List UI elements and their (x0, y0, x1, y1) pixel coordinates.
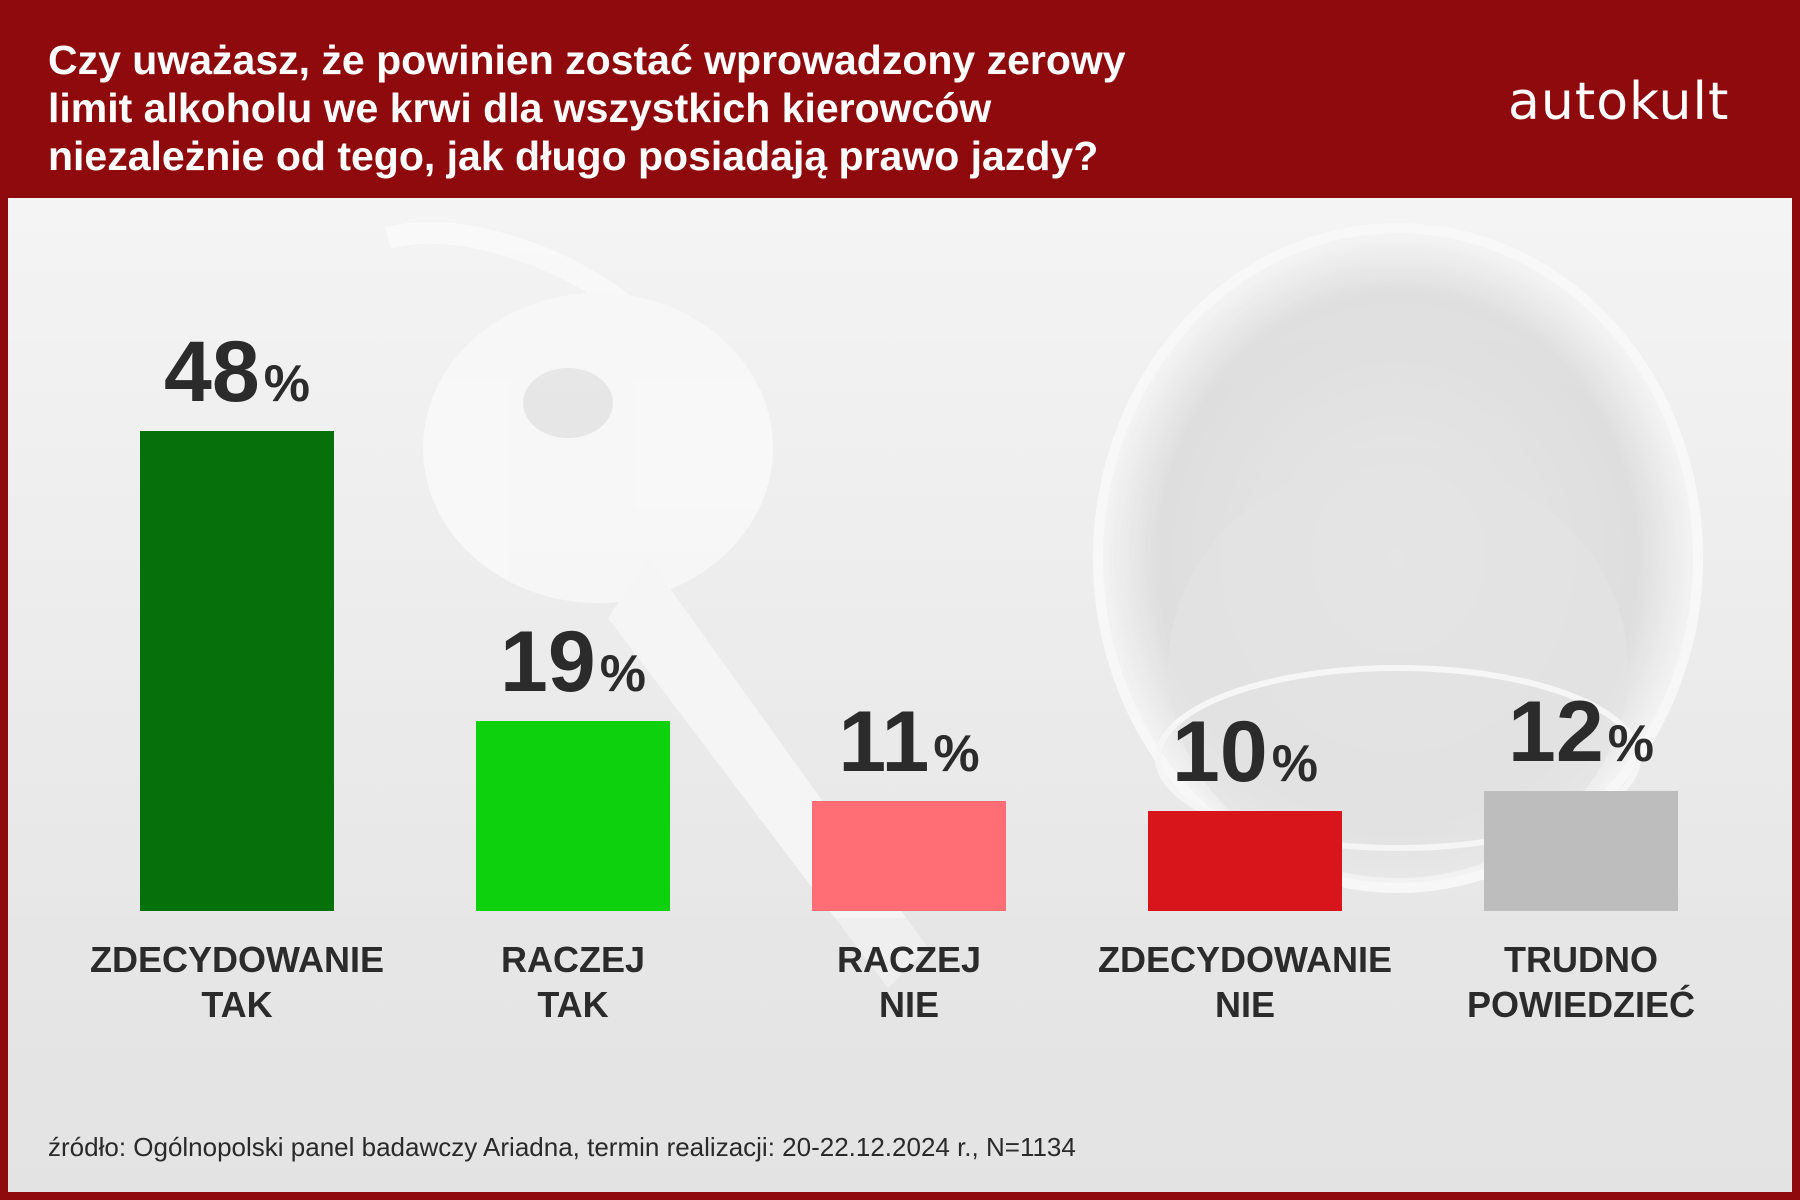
bar-2 (476, 721, 670, 911)
category-line-4-1: ZDECYDOWANIE (1098, 939, 1392, 980)
category-line-2-2: TAK (537, 984, 608, 1025)
value-unit-1: % (264, 355, 310, 413)
bar-3 (812, 801, 1006, 911)
category-line-5-1: TRUDNO (1504, 939, 1658, 980)
category-line-5-2: POWIEDZIEĆ (1467, 983, 1695, 1025)
chart-title: Czy uważasz, że powinien zostać wprowadz… (48, 36, 1288, 180)
autokult-logo: autokult (1508, 72, 1730, 132)
value-label-5: 12% (1508, 684, 1654, 780)
category-label-5: TRUDNO POWIEDZIEĆ (1467, 939, 1695, 1025)
title-line-2: limit alkoholu we krwi dla wszystkich ki… (48, 85, 992, 131)
value-number-1: 48 (164, 324, 260, 420)
header: Czy uważasz, że powinien zostać wprowadz… (0, 0, 1800, 198)
value-number-3: 11 (838, 694, 929, 790)
bar-1 (140, 431, 334, 911)
value-unit-5: % (1608, 715, 1654, 773)
value-unit-4: % (1272, 735, 1318, 793)
value-number-4: 10 (1172, 704, 1268, 800)
category-line-1-1: ZDECYDOWANIE (90, 939, 384, 980)
source-note: źródło: Ogólnopolski panel badawczy Aria… (48, 1132, 1076, 1162)
value-number-5: 12 (1508, 684, 1604, 780)
title-line-3: niezależnie od tego, jak długo posiadają… (48, 133, 1099, 179)
value-number-2: 19 (500, 614, 596, 710)
category-line-3-1: RACZEJ (837, 939, 981, 980)
category-line-4-2: NIE (1215, 984, 1275, 1025)
chart-panel: 48% ZDECYDOWANIE TAK 19% RACZEJ TAK 11% RACZEJ N… (8, 198, 1792, 1192)
glass-silhouette (1093, 223, 1703, 893)
category-line-3-2: NIE (879, 984, 939, 1025)
value-unit-3: % (933, 725, 979, 783)
value-label-1: 48% (164, 324, 310, 420)
category-line-1-2: TAK (201, 984, 272, 1025)
value-unit-2: % (600, 645, 646, 703)
value-label-2: 19% (500, 614, 646, 710)
value-label-3: 11% (838, 694, 979, 790)
title-line-1: Czy uważasz, że powinien zostać wprowadz… (48, 37, 1126, 83)
bar-4 (1148, 811, 1342, 911)
category-label-4: ZDECYDOWANIE NIE (1098, 939, 1392, 1025)
category-label-3: RACZEJ NIE (837, 939, 981, 1025)
background-photo (8, 198, 1792, 1192)
value-label-4: 10% (1172, 704, 1318, 800)
category-label-1: ZDECYDOWANIE TAK (90, 939, 384, 1025)
category-line-2-1: RACZEJ (501, 939, 645, 980)
category-label-2: RACZEJ TAK (501, 939, 645, 1025)
bar-5 (1484, 791, 1678, 911)
